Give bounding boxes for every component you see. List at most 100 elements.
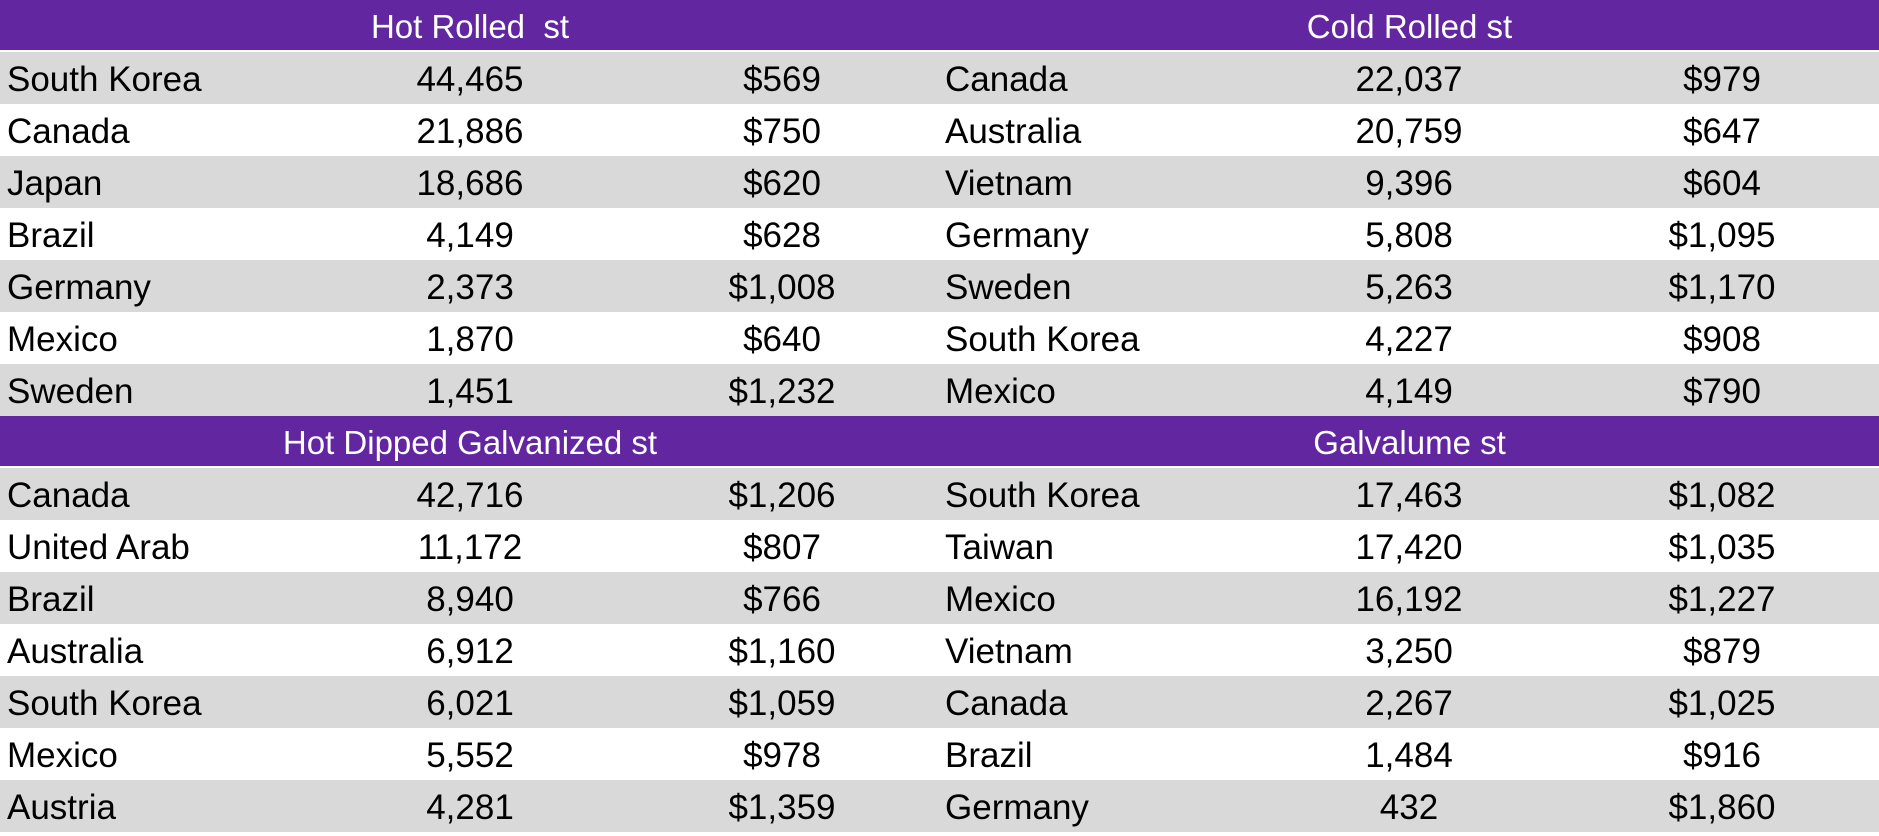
tonnage-cell: 2,373 <box>426 268 514 307</box>
price-cell: $628 <box>743 216 821 255</box>
section-title: Cold Rolled st <box>1306 8 1513 45</box>
country-cell: Canada <box>7 112 130 151</box>
table-row: South Korea 6,021 $1,059 Canada 2,267 $1,025 <box>0 676 1879 728</box>
table-row: Brazil 4,149 $628 Germany 5,808 $1,095 <box>0 208 1879 260</box>
price-cell: $604 <box>1683 164 1761 203</box>
tonnage-cell: 8,940 <box>426 580 514 619</box>
country-cell: South Korea <box>945 476 1140 515</box>
country-cell: Sweden <box>945 268 1072 307</box>
tonnage-cell: 1,451 <box>426 372 514 411</box>
country-cell: Germany <box>945 788 1089 827</box>
country-cell: Germany <box>7 268 151 307</box>
country-cell: Australia <box>7 632 144 671</box>
price-cell: $1,025 <box>1668 684 1776 723</box>
price-cell: $1,008 <box>728 268 836 307</box>
country-cell: Canada <box>7 476 130 515</box>
price-cell: $569 <box>743 60 821 99</box>
country-cell: Brazil <box>945 736 1033 775</box>
price-cell: $1,082 <box>1668 476 1776 515</box>
country-cell: South Korea <box>7 60 202 99</box>
price-cell: $1,206 <box>728 476 836 515</box>
country-cell: Canada <box>945 684 1068 723</box>
country-cell: Canada <box>945 60 1068 99</box>
country-cell: United Arab <box>7 528 190 567</box>
tonnage-cell: 42,716 <box>416 476 524 515</box>
country-cell: Vietnam <box>945 632 1073 671</box>
tonnage-cell: 6,021 <box>426 684 514 723</box>
tonnage-cell: 9,396 <box>1365 164 1453 203</box>
country-cell: Mexico <box>945 372 1056 411</box>
table-row: Germany 2,373 $1,008 Sweden 5,263 $1,170 <box>0 260 1879 312</box>
price-cell: $640 <box>743 320 821 359</box>
price-cell: $647 <box>1683 112 1761 151</box>
tonnage-cell: 44,465 <box>416 60 524 99</box>
tonnage-cell: 17,463 <box>1355 476 1463 515</box>
price-cell: $1,170 <box>1668 268 1776 307</box>
country-cell: Mexico <box>7 320 118 359</box>
price-cell: $1,059 <box>728 684 836 723</box>
tonnage-cell: 11,172 <box>417 528 523 567</box>
country-cell: Germany <box>945 216 1089 255</box>
price-cell: $766 <box>743 580 821 619</box>
section-title: Galvalume st <box>1313 424 1506 461</box>
table-row: Austria 4,281 $1,359 Germany 432 $1,860 <box>0 780 1879 832</box>
tonnage-cell: 16,192 <box>1355 580 1463 619</box>
price-cell: $750 <box>743 112 821 151</box>
table-row: Canada 42,716 $1,206 South Korea 17,463 $1,08… <box>0 468 1879 520</box>
country-cell: Vietnam <box>945 164 1073 203</box>
country-cell: Mexico <box>7 736 118 775</box>
table-row: Canada 21,886 $750 Australia 20,759 $647 <box>0 104 1879 156</box>
table-row: Japan 18,686 $620 Vietnam 9,396 $604 <box>0 156 1879 208</box>
price-cell: $807 <box>743 528 821 567</box>
country-cell: South Korea <box>7 684 202 723</box>
country-cell: Mexico <box>945 580 1056 619</box>
price-cell: $1,232 <box>728 372 836 411</box>
tonnage-cell: 18,686 <box>416 164 524 203</box>
table-row: Australia 6,912 $1,160 Vietnam 3,250 $879 <box>0 624 1879 676</box>
price-cell: $978 <box>743 736 821 775</box>
tonnage-cell: 5,263 <box>1365 268 1453 307</box>
price-cell: $1,160 <box>728 632 836 671</box>
section-header-band: Hot Dipped Galvanized st Galvalume st <box>0 416 1879 466</box>
price-cell: $1,860 <box>1668 788 1776 827</box>
section-title: Hot Dipped Galvanized st <box>282 424 658 461</box>
section-title: Hot Rolled st <box>370 8 570 45</box>
table-row: South Korea 44,465 $569 Canada 22,037 $979 <box>0 52 1879 104</box>
tonnage-cell: 21,886 <box>416 112 524 151</box>
tonnage-cell: 4,227 <box>1365 320 1453 359</box>
country-cell: Taiwan <box>945 528 1054 567</box>
price-cell: $1,035 <box>1668 528 1776 567</box>
table-row: Sweden 1,451 $1,232 Mexico 4,149 $790 <box>0 364 1879 416</box>
tonnage-cell: 1,484 <box>1365 736 1453 775</box>
price-cell: $908 <box>1683 320 1761 359</box>
tonnage-cell: 3,250 <box>1365 632 1453 671</box>
country-cell: Austria <box>7 788 116 827</box>
country-cell: Sweden <box>7 372 134 411</box>
price-cell: $790 <box>1683 372 1761 411</box>
tonnage-cell: 4,281 <box>426 788 514 827</box>
tonnage-cell: 4,149 <box>426 216 514 255</box>
country-cell: Brazil <box>7 580 95 619</box>
table-row: Mexico 5,552 $978 Brazil 1,484 $916 <box>0 728 1879 780</box>
tonnage-cell: 4,149 <box>1365 372 1453 411</box>
tonnage-cell: 22,037 <box>1355 60 1463 99</box>
price-cell: $1,227 <box>1668 580 1776 619</box>
table-row: Mexico 1,870 $640 South Korea 4,227 $908 <box>0 312 1879 364</box>
price-cell: $916 <box>1683 736 1761 775</box>
country-cell: Japan <box>7 164 103 203</box>
country-cell: Brazil <box>7 216 95 255</box>
tonnage-cell: 2,267 <box>1365 684 1453 723</box>
tonnage-cell: 6,912 <box>426 632 514 671</box>
table-row: United Arab 11,172 $807 Taiwan 17,420 $1,035 <box>0 520 1879 572</box>
section-header-band: Hot Rolled st Cold Rolled st <box>0 0 1879 50</box>
tonnage-cell: 1,870 <box>426 320 514 359</box>
tonnage-cell: 5,552 <box>426 736 514 775</box>
country-cell: Australia <box>945 112 1082 151</box>
country-cell: South Korea <box>945 320 1140 359</box>
tonnage-cell: 17,420 <box>1355 528 1463 567</box>
price-cell: $979 <box>1683 60 1761 99</box>
tonnage-cell: 20,759 <box>1355 112 1463 151</box>
price-cell: $879 <box>1683 632 1761 671</box>
price-cell: $1,359 <box>728 788 836 827</box>
